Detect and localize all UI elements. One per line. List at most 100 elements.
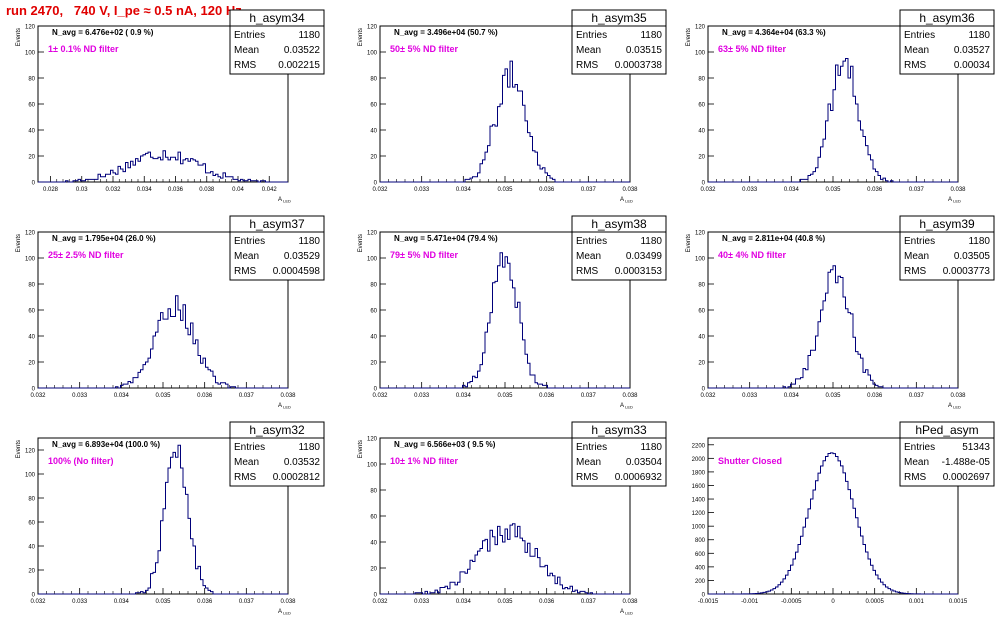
x-axis-label: A LED: [278, 197, 291, 204]
y-tick-label: 100: [25, 51, 36, 57]
stats-value: 0.03504: [626, 457, 663, 468]
x-tick-label: 0.033: [742, 187, 758, 193]
y-tick-label: 1800: [692, 470, 706, 476]
stats-value: 0.0003773: [943, 266, 991, 277]
y-tick-label: 2000: [692, 457, 706, 463]
x-axis-label-sub: LED: [282, 405, 291, 410]
y-tick-label: 1200: [692, 511, 706, 517]
stats-label: RMS: [904, 266, 927, 277]
pad-h_asym35: 0 20 40 60 80 100 120 0.032 0.033 0.034 0.035 0.036…: [358, 9, 667, 204]
x-tick-label: 0.032: [372, 393, 388, 399]
pad-h_asym33: 0 20 40 60 80 100 120 0.032 0.033 0.034 0.035 0.036…: [358, 421, 667, 616]
y-axis-label: Events: [686, 28, 692, 46]
stats-frame: [899, 421, 995, 487]
y-tick-label: 0: [32, 387, 36, 393]
y-tick-label: 0: [32, 181, 36, 187]
x-axis-label: A LED: [948, 403, 961, 410]
x-axis-label: A LED: [620, 403, 633, 410]
x-tick-label: 0.034: [456, 599, 472, 605]
x-tick-label: 0.036: [197, 393, 213, 399]
y-tick-label: 200: [695, 579, 706, 585]
y-tick-label: 40: [28, 129, 35, 135]
y-tick-label: 20: [28, 361, 35, 367]
x-tick-label: 0.032: [700, 187, 716, 193]
x-tick-label: -0.0005: [781, 599, 802, 605]
x-tick-label: 0.034: [784, 393, 800, 399]
stats-value: 0.002215: [278, 60, 320, 71]
stats-value: 1180: [968, 30, 990, 41]
x-tick-label: -0.0015: [698, 599, 719, 605]
y-tick-label: 120: [25, 231, 36, 237]
y-tick-label: 120: [25, 449, 36, 455]
stats-value: 0.0003738: [615, 60, 663, 71]
stats-value: 0.03515: [626, 45, 663, 56]
filter-label: 25± 2.5% ND filter: [48, 250, 124, 260]
stats-label: Mean: [904, 457, 929, 468]
x-tick-label: 0.001: [909, 599, 925, 605]
stats-frame: [571, 9, 667, 75]
x-tick-label: 0.038: [950, 187, 966, 193]
stats-label: Entries: [904, 30, 935, 41]
x-tick-label: 0.04: [232, 187, 244, 193]
x-tick-label: 0.035: [825, 187, 841, 193]
pad-h_asym32: 0 20 40 60 80 100 120 0.032 0.033 0.034 0.035 0.036…: [16, 421, 325, 616]
stats-value: 0.03529: [284, 251, 321, 262]
y-tick-label: 60: [698, 309, 705, 315]
x-tick-label: 0.034: [114, 599, 130, 605]
stats-box: h_asym34 Entries 1180 Mean 0.03522 RMS 0.00221…: [229, 9, 325, 75]
stats-title: h_asym38: [591, 217, 647, 231]
y-tick-label: 80: [28, 497, 35, 503]
y-tick-label: 120: [25, 25, 36, 31]
x-axis-label-sub: LED: [282, 199, 291, 204]
histogram-series: [38, 295, 288, 389]
x-axis-label: A LED: [620, 609, 633, 616]
stats-frame: [229, 9, 325, 75]
stats-value: 0.03532: [284, 457, 321, 468]
navg-label: N_avg = 4.364e+04 (63.3 %): [722, 28, 826, 37]
stats-label: RMS: [904, 60, 927, 71]
y-axis-label: Events: [16, 28, 22, 46]
x-tick-label: 0.033: [72, 393, 88, 399]
x-tick-label: 0.032: [700, 393, 716, 399]
stats-label: Entries: [576, 442, 607, 453]
stats-box: h_asym35 Entries 1180 Mean 0.03515 RMS 0.00037…: [571, 9, 667, 75]
stats-label: Entries: [234, 30, 265, 41]
x-tick-label: 0.033: [72, 599, 88, 605]
x-tick-label: 0.032: [105, 187, 121, 193]
y-tick-label: 20: [370, 567, 377, 573]
y-tick-label: 0: [374, 181, 378, 187]
filter-label: 79± 5% ND filter: [390, 250, 458, 260]
x-tick-label: 0.038: [950, 393, 966, 399]
y-tick-label: 2200: [692, 443, 706, 449]
x-tick-label: 0.037: [239, 599, 255, 605]
y-tick-label: 0: [702, 387, 706, 393]
y-tick-label: 20: [370, 155, 377, 161]
y-tick-label: 40: [370, 541, 377, 547]
y-tick-label: 0: [702, 181, 706, 187]
x-tick-label: 0.036: [539, 187, 555, 193]
pad-h_asym34: 0 20 40 60 80 100 120 0.028 0.03 0.032 0.034 0.036 0…: [16, 9, 325, 204]
x-tick-label: 0.036: [867, 393, 883, 399]
pad-h_asym38: 0 20 40 60 80 100 120 0.032 0.033 0.034 0.035 0.036…: [358, 215, 667, 410]
x-tick-label: 0.035: [497, 599, 513, 605]
x-tick-label: 0.038: [622, 393, 638, 399]
y-tick-label: 60: [28, 521, 35, 527]
x-tick-label: 0.033: [742, 393, 758, 399]
stats-label: Entries: [576, 30, 607, 41]
navg-label: N_avg = 6.566e+03 ( 9.5 %): [394, 440, 496, 449]
stats-title: h_asym39: [919, 217, 975, 231]
stats-label: Mean: [576, 251, 601, 262]
y-tick-label: 60: [370, 103, 377, 109]
y-axis-label: Events: [16, 440, 22, 458]
stats-value: 0.03505: [954, 251, 991, 262]
stats-title: h_asym33: [591, 423, 647, 437]
stats-label: RMS: [576, 60, 599, 71]
stats-value: 0.03499: [626, 251, 663, 262]
x-axis-label-sub: LED: [952, 405, 961, 410]
stats-frame: [899, 215, 995, 281]
x-tick-label: 0.034: [456, 187, 472, 193]
navg-label: N_avg = 1.795e+04 (26.0 %): [52, 234, 156, 243]
x-tick-label: 0.032: [30, 599, 46, 605]
y-tick-label: 80: [370, 77, 377, 83]
y-tick-label: 80: [28, 283, 35, 289]
